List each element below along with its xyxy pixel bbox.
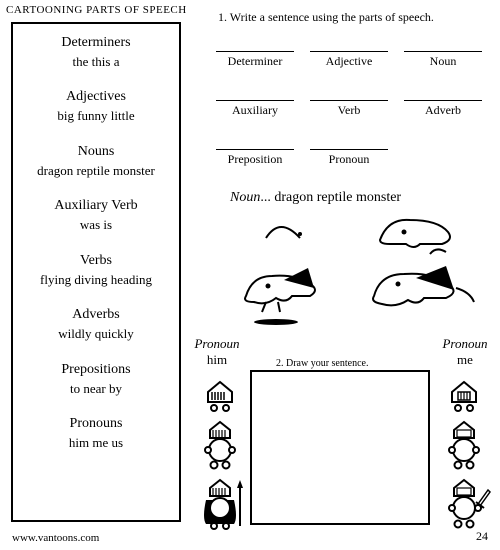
knight-sword-icon: [444, 478, 494, 530]
pronoun-him-label: Pronoun him: [192, 336, 242, 368]
pos-group: Verbsflying diving heading: [15, 252, 177, 288]
pos-head: Auxiliary Verb: [15, 197, 177, 216]
dragon-sketch-2-icon: [370, 210, 460, 260]
pos-ex: wildly quickly: [15, 325, 177, 343]
pos-group: Prepositionsto near by: [15, 361, 177, 397]
blank-row: Auxiliary Verb Adverb: [215, 87, 485, 118]
noun-label: Noun: [230, 190, 260, 205]
blank-line[interactable]: [404, 38, 482, 52]
pos-ex: big funny little: [15, 107, 177, 125]
parts-of-speech-box: Determinersthe this a Adjectivesbig funn…: [11, 22, 181, 522]
blank-line[interactable]: [310, 38, 388, 52]
footer-url: www.vantoons.com: [12, 532, 99, 544]
page-number: 24: [476, 529, 488, 544]
blank-line[interactable]: [310, 136, 388, 150]
pos-head: Verbs: [15, 252, 177, 271]
blank-row: Preposition Pronoun: [215, 136, 485, 167]
pos-group: Determinersthe this a: [15, 34, 177, 70]
knight-helmet-icon: [444, 378, 484, 412]
blank-col: Pronoun: [309, 136, 389, 167]
pronoun-word: me: [440, 352, 490, 368]
pos-ex: to near by: [15, 380, 177, 398]
blank-line[interactable]: [216, 38, 294, 52]
page-title: CARTOONING PARTS OF SPEECH: [6, 4, 187, 16]
pos-head: Nouns: [15, 143, 177, 162]
blank-label: Adverb: [425, 103, 461, 118]
dragon-sketch-1-icon: [260, 216, 310, 244]
blank-col: Adverb: [403, 87, 483, 118]
blank-label: Auxiliary: [232, 103, 278, 118]
blank-grid: Determiner Adjective Noun Auxiliary Verb…: [215, 38, 485, 185]
knight-body-icon: [444, 420, 484, 470]
blank-col: Determiner: [215, 38, 295, 69]
blank-label: Preposition: [228, 152, 283, 167]
knight-column-him: [200, 378, 244, 538]
pos-head: Adjectives: [15, 88, 177, 107]
pos-head: Pronouns: [15, 415, 177, 434]
blank-row: Determiner Adjective Noun: [215, 38, 485, 69]
pos-head: Determiners: [15, 34, 177, 53]
pos-group: Auxiliary Verbwas is: [15, 197, 177, 233]
blank-line[interactable]: [310, 87, 388, 101]
dragon-sketch-3-icon: [230, 262, 340, 327]
pronoun-word: him: [192, 352, 242, 368]
blank-col: Adjective: [309, 38, 389, 69]
dragon-sketches: [220, 210, 490, 330]
blank-label: Noun: [430, 54, 457, 69]
knight-column-me: [444, 378, 488, 538]
blank-line[interactable]: [216, 136, 294, 150]
blank-label: Verb: [338, 103, 361, 118]
pos-head: Prepositions: [15, 361, 177, 380]
blank-line[interactable]: [216, 87, 294, 101]
blank-line[interactable]: [404, 87, 482, 101]
pos-ex: him me us: [15, 434, 177, 452]
noun-example-line: Noun... dragon reptile monster: [230, 190, 401, 206]
knight-body-icon: [200, 420, 240, 470]
blank-col: Preposition: [215, 136, 295, 167]
draw-box[interactable]: [250, 370, 430, 525]
blank-col: Noun: [403, 38, 483, 69]
instruction-2: 2. Draw your sentence.: [276, 358, 368, 369]
blank-col: Auxiliary: [215, 87, 295, 118]
blank-col: Verb: [309, 87, 389, 118]
blank-label: Determiner: [228, 54, 283, 69]
pronoun-me-label: Pronoun me: [440, 336, 490, 368]
pos-ex: the this a: [15, 53, 177, 71]
noun-rest: ... dragon reptile monster: [260, 190, 401, 205]
dragon-sketch-4-icon: [360, 262, 480, 322]
blank-label: Adjective: [326, 54, 373, 69]
pos-ex: flying diving heading: [15, 271, 177, 289]
pos-group: Pronounshim me us: [15, 415, 177, 451]
pos-ex: dragon reptile monster: [15, 162, 177, 180]
knight-cape-spear-icon: [200, 478, 246, 530]
blank-label: Pronoun: [329, 152, 370, 167]
pos-group: Adjectivesbig funny little: [15, 88, 177, 124]
pos-head: Adverbs: [15, 306, 177, 325]
knight-helmet-icon: [200, 378, 240, 412]
pos-ex: was is: [15, 216, 177, 234]
pos-group: Adverbswildly quickly: [15, 306, 177, 342]
instruction-1: 1. Write a sentence using the parts of s…: [218, 10, 434, 25]
pos-group: Nounsdragon reptile monster: [15, 143, 177, 179]
pronoun-label: Pronoun: [192, 336, 242, 352]
pronoun-label: Pronoun: [440, 336, 490, 352]
